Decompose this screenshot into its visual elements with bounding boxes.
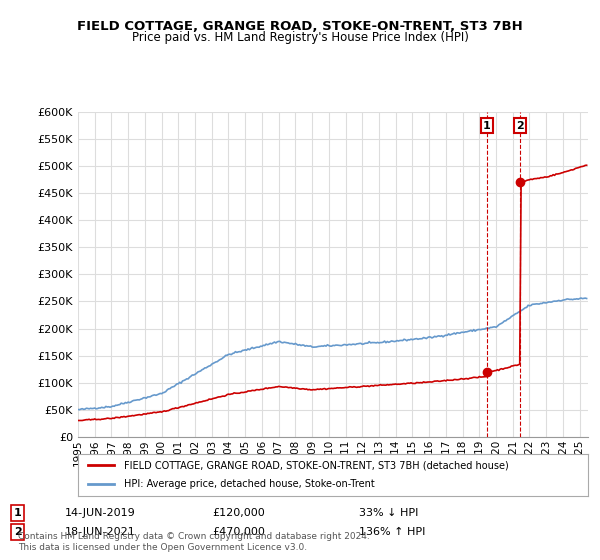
Text: 33% ↓ HPI: 33% ↓ HPI <box>359 508 418 518</box>
Text: 2: 2 <box>517 120 524 130</box>
Text: Price paid vs. HM Land Registry's House Price Index (HPI): Price paid vs. HM Land Registry's House … <box>131 31 469 44</box>
Text: £120,000: £120,000 <box>212 508 265 518</box>
Text: FIELD COTTAGE, GRANGE ROAD, STOKE-ON-TRENT, ST3 7BH (detached house): FIELD COTTAGE, GRANGE ROAD, STOKE-ON-TRE… <box>124 460 509 470</box>
Text: 1: 1 <box>14 508 22 518</box>
Text: FIELD COTTAGE, GRANGE ROAD, STOKE-ON-TRENT, ST3 7BH: FIELD COTTAGE, GRANGE ROAD, STOKE-ON-TRE… <box>77 20 523 32</box>
Text: 136% ↑ HPI: 136% ↑ HPI <box>359 527 425 537</box>
Text: HPI: Average price, detached house, Stoke-on-Trent: HPI: Average price, detached house, Stok… <box>124 479 374 489</box>
Text: 2: 2 <box>14 527 22 537</box>
Text: 18-JUN-2021: 18-JUN-2021 <box>65 527 136 537</box>
Text: 14-JUN-2019: 14-JUN-2019 <box>65 508 136 518</box>
Text: £470,000: £470,000 <box>212 527 265 537</box>
Text: Contains HM Land Registry data © Crown copyright and database right 2024.
This d: Contains HM Land Registry data © Crown c… <box>18 533 370 552</box>
Text: 1: 1 <box>483 120 491 130</box>
